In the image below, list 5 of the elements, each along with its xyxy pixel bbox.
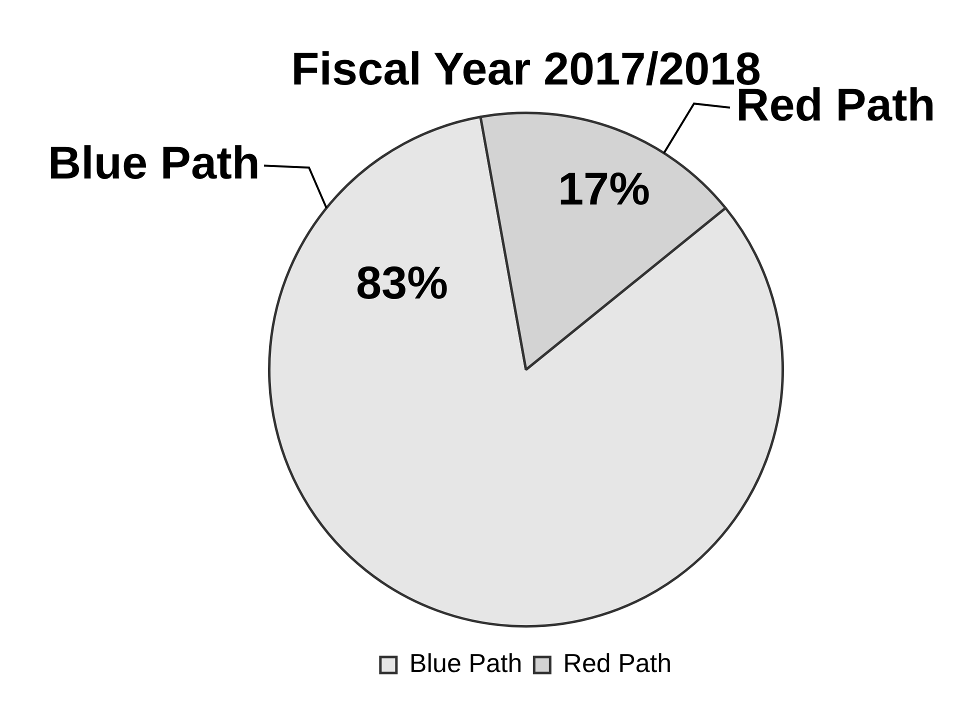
legend-label: Blue Path xyxy=(409,648,522,678)
legend-label: Red Path xyxy=(563,648,672,678)
slice-label: Blue Path xyxy=(48,136,260,188)
data-label: 83% xyxy=(356,256,448,308)
data-label: 17% xyxy=(558,162,650,214)
